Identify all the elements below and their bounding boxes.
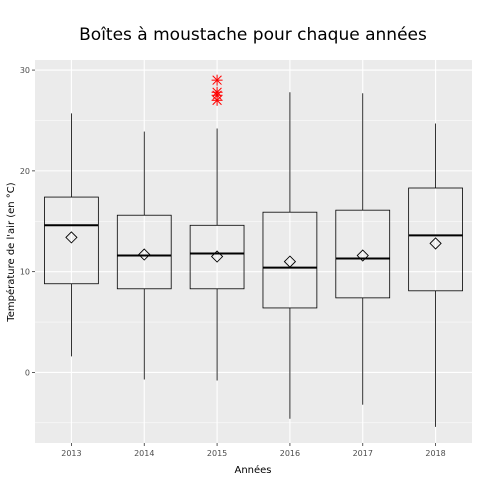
mean-marker [283, 255, 297, 268]
boxes-layer [44, 74, 463, 427]
x-tick-label: 2013 [61, 449, 81, 458]
outlier-point [211, 74, 223, 86]
box-2016 [262, 92, 318, 419]
x-tick-label: 2018 [425, 449, 445, 458]
mean-marker [138, 248, 151, 261]
chart-title: Boîtes à moustache pour chaque années [79, 25, 427, 45]
y-axis: 0 10 20 30 [20, 66, 35, 377]
x-tick-label: 2015 [207, 449, 227, 458]
mean-marker [429, 237, 442, 250]
x-tick-label: 2017 [353, 449, 373, 458]
mean-marker [65, 231, 78, 244]
x-axis-label: Années [234, 464, 271, 476]
mean-marker [356, 249, 369, 262]
iqr-box [189, 224, 245, 290]
y-tick-label: 30 [20, 66, 30, 75]
x-tick-label: 2014 [134, 449, 154, 458]
x-axis: 2013 2014 2015 2016 2017 2018 [61, 443, 446, 458]
box-2014 [116, 131, 172, 380]
y-axis-label: Température de l'air (en °C) [5, 182, 17, 322]
plot-panel [35, 60, 472, 443]
box-2015 [189, 74, 245, 381]
x-tick-label: 2016 [280, 449, 300, 458]
iqr-box [335, 209, 391, 299]
box-2013 [44, 113, 99, 357]
iqr-box [262, 211, 318, 309]
iqr-box [408, 187, 463, 292]
iqr-box [44, 196, 99, 285]
y-tick-label: 0 [25, 368, 30, 377]
outlier-point [211, 86, 223, 98]
box-2018 [408, 123, 463, 427]
box-2017 [335, 93, 391, 405]
y-tick-label: 10 [20, 268, 30, 277]
y-tick-label: 20 [20, 167, 30, 176]
iqr-box [116, 214, 172, 290]
mean-marker [210, 250, 224, 263]
